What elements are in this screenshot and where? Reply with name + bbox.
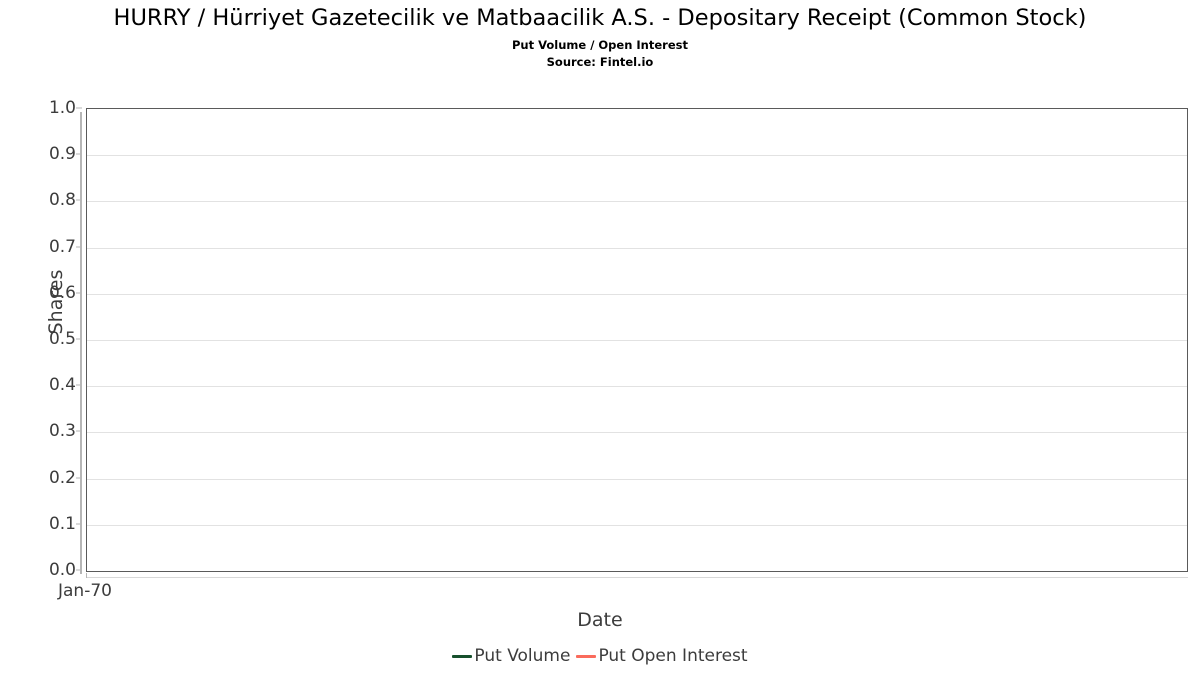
y-tick-mark [76,569,82,571]
plot-area [86,108,1188,572]
gridline [87,432,1187,434]
chart-source-label: Source: Fintel.io [546,55,654,69]
title-block: HURRY / Hürriyet Gazetecilik ve Matbaaci… [0,4,1200,71]
y-tick-label: 0.8 [48,190,76,211]
y-tick-label: 0.1 [48,513,76,534]
gridline [87,386,1187,388]
y-tick-label: 0.3 [48,421,76,442]
chart-subtitle: Put Volume / Open Interest [512,38,688,52]
gridline [87,524,1187,526]
gridline [87,293,1187,295]
y-tick-label: 0.9 [48,144,76,165]
chart-legend: Put Volume Put Open Interest [0,646,1200,666]
y-tick-label: 0.2 [48,467,76,488]
gridline [87,478,1187,480]
legend-swatch-icon [576,654,597,658]
gridline [87,201,1187,203]
legend-item[interactable]: Put Volume [452,646,570,666]
legend-label: Put Volume [474,646,571,666]
gridline [87,247,1187,249]
x-tick-mark [86,573,87,578]
gridline [87,340,1187,341]
y-tick-mark [76,292,82,294]
y-tick-mark [76,384,82,386]
y-tick-mark [76,199,82,201]
y-tick-label: 0.5 [48,329,76,349]
y-tick-mark [76,338,82,340]
below-axis-gridline [86,577,1188,578]
legend-item[interactable]: Put Open Interest [576,646,748,666]
y-tick-mark [76,246,82,248]
y-tick-mark [76,430,82,432]
y-tick-mark [76,107,82,109]
x-axis-title: Date [577,609,623,631]
y-tick-mark [76,153,82,155]
y-tick-label: 1.0 [48,98,76,118]
y-tick-mark [76,477,82,479]
gridline [87,155,1187,157]
y-tick-label: 0.6 [48,282,76,303]
y-tick-label: 0.0 [48,560,76,580]
legend-label: Put Open Interest [598,646,748,666]
x-tick-label: Jan-70 [58,581,112,601]
legend-swatch-icon [452,654,473,658]
y-tick-label: 0.7 [48,236,76,257]
y-tick-mark [76,523,82,525]
y-tick-label: 0.4 [48,375,76,396]
series-layer [87,109,1187,571]
chart-title: HURRY / Hürriyet Gazetecilik ve Matbaaci… [113,5,1087,31]
y-axis-spine [80,112,82,574]
